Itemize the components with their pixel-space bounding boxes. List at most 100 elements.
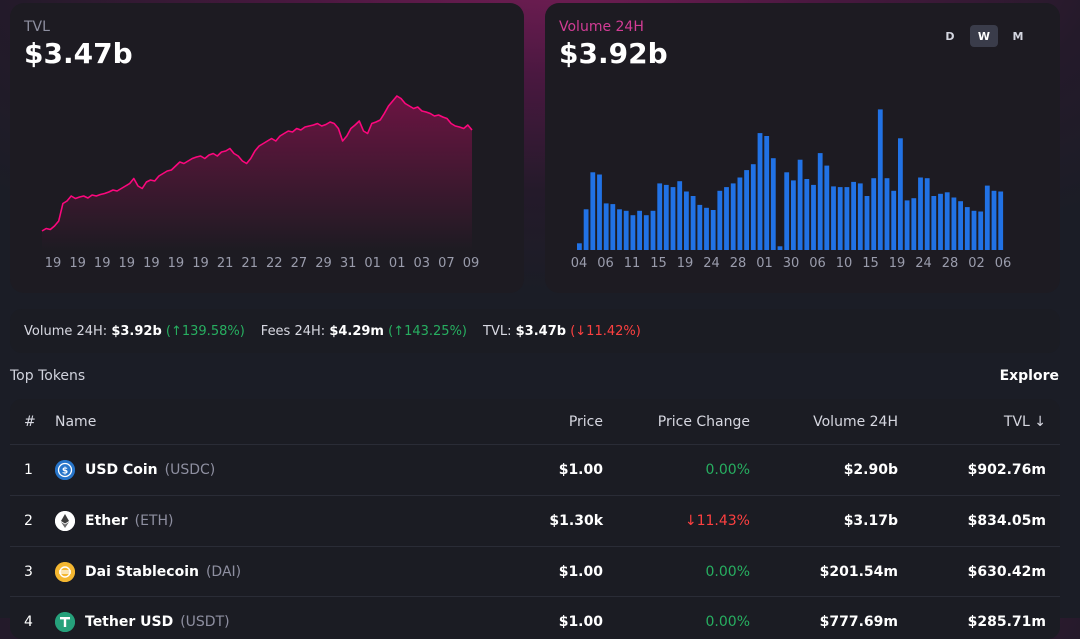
tvl-area xyxy=(42,96,472,251)
x-axis-tick: 19 xyxy=(168,256,185,271)
volume-bar xyxy=(837,187,843,250)
header-price-change[interactable]: Price Change xyxy=(657,414,750,430)
volume-bar xyxy=(924,178,930,250)
token-cell[interactable]: Tether USD (USDT) xyxy=(55,597,230,639)
volume-bar xyxy=(864,196,870,250)
volume-bar xyxy=(978,211,984,250)
period-week-button[interactable]: W xyxy=(970,25,998,47)
volume-bar xyxy=(583,209,589,250)
token-price-change: 0.00% xyxy=(705,462,750,478)
x-axis-tick: 06 xyxy=(809,256,826,271)
divider xyxy=(10,495,1060,496)
x-axis-tick: 21 xyxy=(241,256,258,271)
stat-volume: Volume 24H: $3.92b (↑139.58%) xyxy=(24,323,245,339)
x-axis-tick: 15 xyxy=(650,256,667,271)
volume-bar xyxy=(764,136,770,250)
token-name: Dai Stablecoin xyxy=(85,564,199,580)
protocol-stats-bar: Volume 24H: $3.92b (↑139.58%) Fees 24H: … xyxy=(10,309,1060,353)
token-name: USD Coin xyxy=(85,462,158,478)
stat-tvl-value: $3.47b xyxy=(515,323,567,339)
token-volume: $3.17b xyxy=(843,513,898,529)
table-row[interactable]: 2 Ether (ETH) $1.30k ↓11.43% $3.17b $834… xyxy=(10,496,1060,546)
token-price: $1.00 xyxy=(558,614,603,630)
period-month-button[interactable]: M xyxy=(1012,29,1024,43)
svg-text:$: $ xyxy=(62,467,68,477)
volume-bar xyxy=(984,185,990,250)
divider xyxy=(10,546,1060,547)
volume-bar xyxy=(797,159,803,250)
dai-icon xyxy=(55,562,75,582)
explore-link[interactable]: Explore xyxy=(999,368,1059,384)
volume-bar xyxy=(964,207,970,250)
token-tvl: $285.71m xyxy=(967,614,1046,630)
volume-bar xyxy=(670,187,676,250)
volume-bar xyxy=(891,190,897,250)
x-axis-tick: 19 xyxy=(119,256,136,271)
token-cell[interactable]: Dai Stablecoin (DAI) xyxy=(55,547,241,597)
table-row[interactable]: 4 Tether USD (USDT) $1.00 0.00% $777.69m… xyxy=(10,597,1060,639)
top-tokens-heading: Top Tokens xyxy=(10,368,86,384)
token-symbol: (ETH) xyxy=(134,513,174,529)
volume-bar xyxy=(757,133,763,250)
volume-bar xyxy=(630,215,636,250)
tvl-line xyxy=(41,95,473,232)
x-axis-tick: 06 xyxy=(995,256,1012,271)
volume-bar xyxy=(898,138,903,250)
x-axis-tick: 09 xyxy=(463,256,480,271)
stat-volume-value: $3.92b xyxy=(111,323,162,339)
token-tvl: $630.42m xyxy=(967,564,1046,580)
token-tvl: $902.76m xyxy=(967,462,1046,478)
table-header: # Name Price Price Change Volume 24H TVL… xyxy=(10,399,1060,445)
x-axis-tick: 19 xyxy=(69,256,86,271)
token-cell[interactable]: Ether (ETH) xyxy=(55,496,173,546)
x-axis-tick: 11 xyxy=(624,256,641,271)
header-name[interactable]: Name xyxy=(55,414,97,430)
token-symbol: (USDT) xyxy=(180,614,230,630)
volume-bar xyxy=(724,187,729,250)
table-row[interactable]: 3 Dai Stablecoin (DAI) $1.00 0.00% $201.… xyxy=(10,547,1060,597)
stat-fees-value: $4.29m xyxy=(329,323,384,339)
header-volume[interactable]: Volume 24H xyxy=(813,414,898,430)
usdc-icon: $ xyxy=(55,460,75,480)
period-day-button[interactable]: D xyxy=(945,29,955,43)
token-volume: $2.90b xyxy=(843,462,898,478)
volume-chart-card: 04 06 11 15 19 24 28 01 30 06 10 15 19 24 28 02 06 Volum… xyxy=(545,3,1060,293)
stat-tvl-change: (↓11.42%) xyxy=(570,323,641,339)
eth-icon xyxy=(55,511,75,531)
header-tvl[interactable]: TVL ↓ xyxy=(1003,414,1046,430)
x-axis-tick: 21 xyxy=(217,256,234,271)
volume-bar xyxy=(597,174,602,250)
tvl-value: $3.47b xyxy=(24,37,133,70)
volume-bar xyxy=(744,170,749,250)
x-axis-tick: 27 xyxy=(291,256,308,271)
x-axis-tick: 22 xyxy=(266,256,283,271)
header-price[interactable]: Price xyxy=(568,414,603,430)
stat-fees-change: (↑143.25%) xyxy=(388,323,468,339)
token-price-change: 0.00% xyxy=(705,564,750,580)
token-cell[interactable]: $ USD Coin (USDC) xyxy=(55,445,215,495)
x-axis-tick: 19 xyxy=(889,256,906,271)
volume-bar xyxy=(677,181,683,250)
x-axis-tick: 01 xyxy=(756,256,773,271)
volume-bar xyxy=(884,178,890,250)
x-axis-tick: 28 xyxy=(730,256,747,271)
token-price-change: 0.00% xyxy=(705,614,750,630)
x-axis-tick: 31 xyxy=(340,256,357,271)
table-row[interactable]: 1 $ USD Coin (USDC) $1.00 0.00% $2.90b $… xyxy=(10,445,1060,495)
tvl-line-chart[interactable]: 19 19 19 19 19 19 19 21 21 22 27 29 31 01 01 03 07 09 xyxy=(10,3,524,293)
volume-bar xyxy=(851,181,856,250)
period-selector: D W M xyxy=(936,25,1032,47)
volume-bar xyxy=(690,196,696,250)
volume-bar xyxy=(817,153,823,250)
token-name: Tether USD xyxy=(85,614,174,630)
volume-bar xyxy=(971,210,977,250)
volume-bar xyxy=(904,200,910,250)
volume-bar xyxy=(877,109,883,251)
token-price-change: ↓11.43% xyxy=(684,513,750,529)
volume-bar xyxy=(911,198,917,250)
x-axis-tick: 29 xyxy=(315,256,332,271)
token-symbol: (DAI) xyxy=(205,564,242,580)
volume-bar-chart[interactable]: 04 06 11 15 19 24 28 01 30 06 10 15 19 24 28 02 06 xyxy=(545,3,1060,293)
volume-bar xyxy=(710,210,716,250)
stat-tvl: TVL: $3.47b (↓11.42%) xyxy=(483,323,641,339)
